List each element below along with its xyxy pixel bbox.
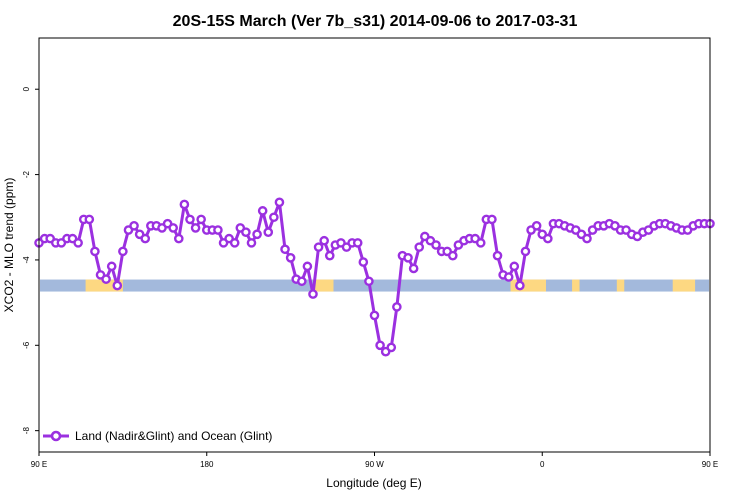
legend: Land (Nadir&Glint) and Ocean (Glint) [43, 429, 272, 443]
data-point [543, 233, 553, 244]
data-point [308, 289, 318, 299]
data-point [447, 250, 458, 261]
data-point [112, 280, 123, 291]
land-segment [672, 279, 696, 292]
data-point [414, 242, 425, 252]
data-point [352, 238, 363, 248]
data-point [475, 238, 486, 248]
land-segment [572, 279, 580, 292]
data-series [34, 197, 715, 357]
ocean-band [40, 279, 709, 292]
data-point [84, 214, 95, 225]
y-axis: 0 -2 -4 -6 -8 [22, 86, 39, 434]
data-point [263, 227, 274, 237]
data-point [297, 276, 307, 287]
data-point [269, 212, 279, 223]
data-point [129, 220, 139, 231]
data-point [196, 214, 206, 225]
legend-marker [50, 430, 62, 442]
plot-frame [38, 37, 711, 453]
data-point [386, 342, 397, 353]
x-axis: 90 E 180 90 W 0 90 E [31, 452, 718, 469]
data-point [319, 235, 329, 246]
data-point [213, 225, 223, 235]
data-point [358, 257, 369, 267]
data-point [302, 261, 313, 272]
data-point [90, 246, 100, 257]
data-point [403, 253, 413, 263]
y-tick-label: -8 [22, 427, 31, 435]
data-point [375, 340, 385, 351]
data-point [190, 223, 201, 233]
data-point [179, 199, 190, 210]
data-point [487, 214, 497, 225]
data-point [364, 276, 374, 287]
data-point [185, 214, 195, 225]
data-point [140, 233, 151, 244]
land-segment [616, 279, 625, 292]
data-point [241, 227, 251, 237]
x-tick-label: 90 E [31, 460, 47, 469]
data-point [118, 246, 128, 257]
data-point [408, 263, 419, 274]
data-point [73, 238, 83, 248]
data-point [324, 250, 335, 261]
data-point [531, 220, 542, 231]
y-tick-label: 0 [22, 86, 31, 91]
data-point [168, 223, 178, 233]
data-point [101, 274, 111, 284]
y-tick-label: -4 [22, 256, 31, 264]
data-point [492, 250, 503, 261]
data-point [173, 233, 184, 244]
y-axis-label: XCO2 - MLO trend (ppm) [2, 178, 16, 313]
data-point [369, 310, 380, 321]
data-point [285, 253, 296, 263]
y-tick-label: -2 [22, 170, 31, 178]
land-segment [312, 279, 334, 292]
data-point [252, 229, 262, 240]
data-point [431, 240, 441, 250]
y-tick-label: -6 [22, 341, 31, 349]
chart-title: 20S-15S March (Ver 7b_s31) 2014-09-06 to… [173, 13, 578, 30]
data-point [106, 261, 117, 272]
data-point [582, 233, 592, 244]
data-point [515, 280, 525, 291]
surface-band [40, 279, 709, 292]
x-tick-label: 0 [540, 460, 545, 469]
data-point [246, 238, 257, 248]
data-point [229, 238, 240, 248]
data-point [274, 197, 285, 208]
data-point [520, 246, 531, 257]
legend-label: Land (Nadir&Glint) and Ocean (Glint) [75, 429, 272, 443]
x-tick-label: 180 [200, 460, 214, 469]
x-axis-label: Longitude (deg E) [326, 476, 421, 490]
data-point [313, 242, 324, 252]
data-point [257, 206, 268, 216]
data-point [503, 272, 514, 282]
x-tick-label: 90 E [702, 460, 718, 469]
data-point [280, 244, 290, 255]
data-point [392, 302, 402, 312]
x-tick-label: 90 W [365, 460, 384, 469]
data-point [509, 261, 520, 272]
